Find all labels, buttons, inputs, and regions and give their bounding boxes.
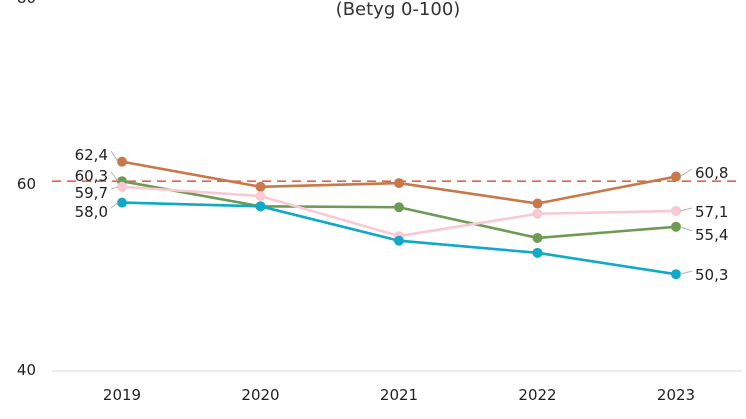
data-point [117, 156, 127, 167]
data-label: 58,0 [75, 203, 108, 221]
label-leader-line [679, 168, 693, 177]
label-leader-line [110, 202, 119, 209]
data-point [255, 201, 266, 212]
label-leader-line [679, 270, 693, 275]
data-point [117, 181, 127, 192]
y-tick-label: 80 [17, 0, 36, 7]
data-point [532, 247, 543, 258]
label-leader-line [679, 226, 693, 232]
x-tick-label: 2020 [241, 386, 279, 404]
data-label: 55,4 [695, 226, 728, 244]
label-leader-line [110, 150, 119, 162]
data-point [671, 269, 681, 280]
data-label: 59,7 [75, 184, 108, 202]
data-label: 60,8 [695, 164, 728, 182]
label-leader-line [110, 171, 119, 182]
data-point [394, 178, 404, 189]
series-layer [117, 156, 681, 280]
chart-subtitle: (Betyg 0-100) [336, 0, 461, 20]
data-point [532, 208, 543, 219]
label-leader-line [110, 186, 119, 190]
y-tick-label: 40 [17, 361, 36, 379]
data-point [532, 198, 543, 209]
x-tick-label: 2022 [518, 386, 556, 404]
data-label: 62,4 [75, 146, 108, 164]
data-point [532, 232, 543, 243]
data-point [671, 205, 681, 216]
data-label-layer: 62,4 60,8 60,3 55,4 59,7 57,1 58,0 50,3 [75, 146, 729, 284]
data-point [394, 235, 404, 246]
x-tick-label: 2021 [380, 386, 418, 404]
data-label: 50,3 [695, 266, 728, 284]
x-tick-label: 2019 [103, 386, 141, 404]
x-tick-label: 2023 [657, 386, 695, 404]
data-point [394, 202, 404, 213]
label-leader-line [679, 207, 693, 212]
y-tick-label: 60 [17, 175, 36, 193]
axis-layer: 80 60 40 2019 2020 2021 2022 2023 [17, 0, 742, 404]
data-point [255, 181, 266, 192]
data-point [117, 197, 127, 208]
data-point [255, 191, 266, 202]
data-point [671, 221, 681, 232]
data-point [671, 171, 681, 182]
data-label: 60,3 [75, 167, 108, 185]
data-label: 57,1 [695, 203, 728, 221]
